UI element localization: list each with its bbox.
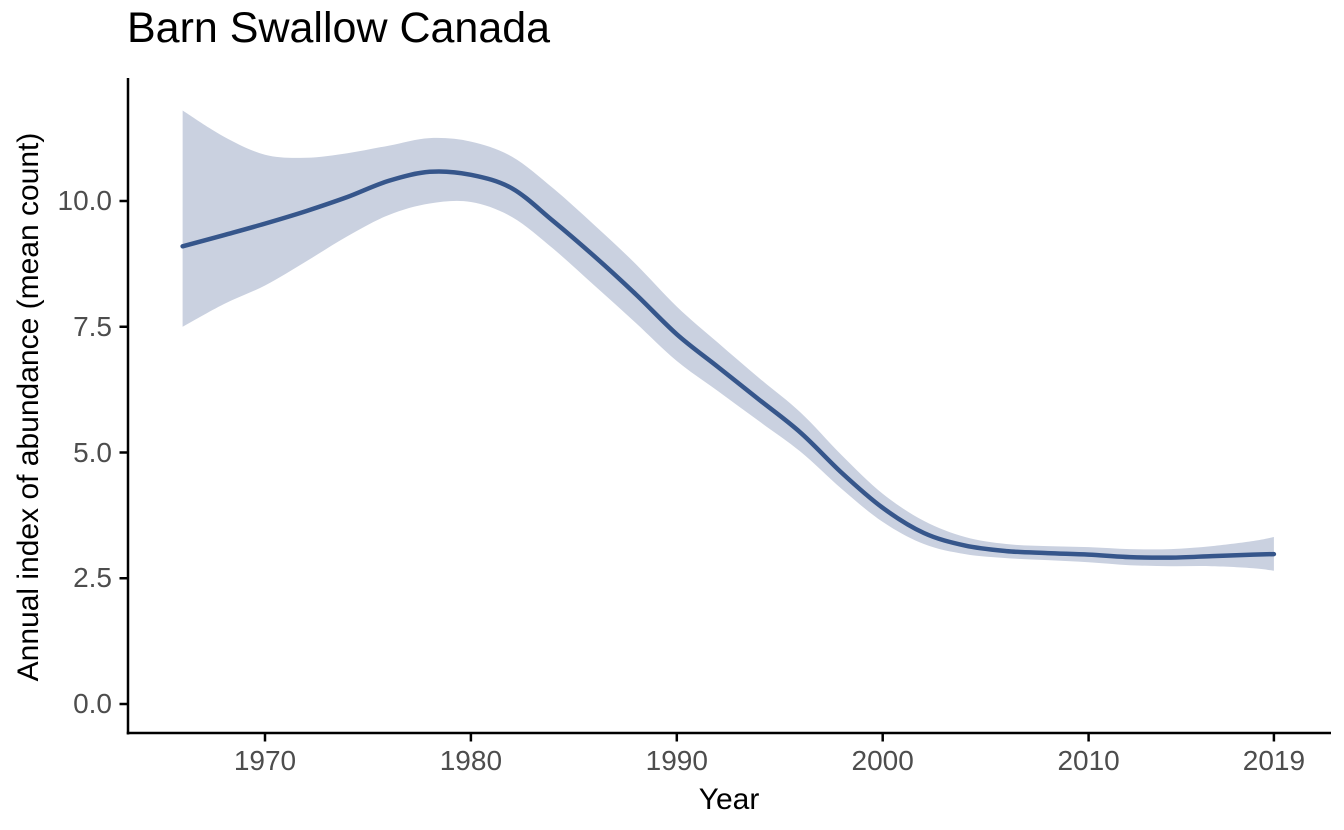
y-axis-tick-marks bbox=[119, 199, 128, 706]
x-tick-label: 1990 bbox=[645, 745, 708, 776]
chart-title: Barn Swallow Canada bbox=[127, 4, 551, 52]
y-tick-label: 10.0 bbox=[57, 185, 113, 216]
x-tick-label: 1980 bbox=[439, 745, 503, 776]
y-tick-label: 2.5 bbox=[73, 562, 112, 594]
x-axis-title: Year bbox=[698, 783, 760, 816]
y-axis-title: Annual index of abundance (mean count) bbox=[12, 132, 45, 682]
x-tick-label: 2000 bbox=[851, 745, 914, 776]
x-tick-label: 2019 bbox=[1242, 745, 1306, 776]
confidence-band-area bbox=[182, 110, 1274, 571]
y-tick-label: 7.5 bbox=[73, 310, 112, 342]
x-tick-label: 1970 bbox=[233, 745, 297, 776]
y-tick-label: 0.0 bbox=[73, 688, 112, 719]
y-tick-label: 5.0 bbox=[73, 436, 112, 468]
trend-line bbox=[180, 169, 1277, 560]
x-axis-tick-marks bbox=[263, 733, 1276, 742]
x-tick-label: 2010 bbox=[1057, 745, 1120, 776]
